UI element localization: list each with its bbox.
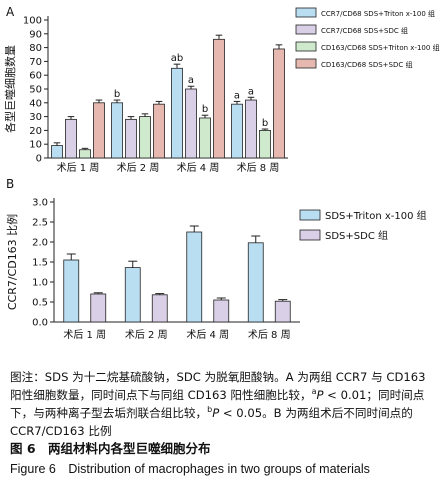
y-tick-label: 1.5 <box>32 258 48 269</box>
legend-label: CCR7/CD68 SDS+SDC 组 <box>321 26 408 35</box>
bar <box>245 99 257 159</box>
panel-label: B <box>6 177 14 191</box>
p-label-1: P <box>316 388 324 402</box>
bar <box>153 103 165 159</box>
y-tick-label: 30 <box>29 112 42 123</box>
significance-label: b <box>114 89 120 100</box>
bar <box>125 118 137 159</box>
bar <box>273 48 285 159</box>
significance-label: a <box>248 86 254 97</box>
y-axis-label: CCR7/CD163 比例 <box>5 214 19 310</box>
note-text-3: < 0.05。B 为两组术后不同时间点的 CCR7/CD163 比例 <box>10 406 413 438</box>
y-tick-label: 0 <box>36 154 42 165</box>
y-tick-label: 50 <box>29 85 42 96</box>
bar <box>124 267 141 323</box>
legend-label: CD163/CD68 SDS+Triton x-100 组 <box>321 43 440 52</box>
x-tick-label: 术后 1 周 <box>63 329 106 341</box>
p-label-2: P <box>212 406 220 420</box>
bar <box>199 117 211 159</box>
x-tick-label: 术后 1 周 <box>57 162 100 174</box>
legend-swatch <box>295 58 317 69</box>
legend-swatch <box>299 209 321 221</box>
x-tick-label: 术后 8 周 <box>248 329 291 341</box>
y-tick-label: 80 <box>29 43 42 54</box>
y-tick-label: 40 <box>29 98 42 109</box>
bar <box>65 118 77 159</box>
x-tick-label: 术后 2 周 <box>125 329 168 341</box>
bar <box>247 242 264 323</box>
sup-a: a <box>311 387 317 397</box>
panel-label: A <box>6 5 15 19</box>
bar <box>139 116 151 159</box>
bar <box>259 129 271 159</box>
bar <box>151 294 168 323</box>
bar <box>231 103 243 159</box>
significance-label: a <box>234 90 240 101</box>
y-tick-label: 60 <box>29 71 42 82</box>
legend-label: CD163/CD68 SDS+SDC 组 <box>321 60 413 69</box>
significance-label: ab <box>171 53 183 64</box>
legend-label: SDS+Triton x-100 组 <box>325 209 427 222</box>
y-tick-label: 0.5 <box>32 298 48 309</box>
y-tick-label: 0.0 <box>32 318 48 329</box>
y-tick-label: 2.0 <box>32 238 48 249</box>
bar <box>90 293 107 323</box>
note-text-2: < 0.01；同时间点下，与两种离子型去垢剂联合组比较， <box>10 388 425 420</box>
figure-title-en: Figure 6 Distribution of macrophages in … <box>10 462 370 476</box>
y-tick-label: 20 <box>29 126 42 137</box>
y-tick-label: 90 <box>29 29 42 40</box>
legend-swatch <box>299 229 321 241</box>
legend-swatch <box>295 41 317 52</box>
y-tick-label: 70 <box>29 57 42 68</box>
legend-label: SDS+SDC 组 <box>325 229 388 242</box>
bar <box>213 299 230 323</box>
bar <box>213 38 225 159</box>
x-tick-label: 术后 4 周 <box>186 329 229 341</box>
legend-swatch <box>295 7 317 18</box>
bar <box>63 259 80 323</box>
significance-label: b <box>202 104 208 115</box>
y-tick-label: 1.0 <box>32 278 48 289</box>
legend-label: CCR7/CD68 SDS+Triton x-100 组 <box>321 9 435 18</box>
y-axis-label: 各型巨噬细胞数量 <box>3 45 17 133</box>
bar <box>186 231 203 323</box>
bar <box>171 67 183 159</box>
significance-label: b <box>262 118 268 129</box>
bar <box>51 145 63 159</box>
bar <box>93 102 105 159</box>
y-tick-label: 100 <box>23 16 42 27</box>
bar <box>111 102 123 159</box>
bar <box>79 149 91 159</box>
x-tick-label: 术后 8 周 <box>237 162 280 174</box>
significance-label: a <box>188 75 194 86</box>
legend-swatch <box>295 24 317 35</box>
note-text-1: 图注：SDS 为十二烷基硫酸钠，SDC 为脱氧胆酸钠。A 为两组 CCR7 与 … <box>10 370 426 402</box>
figure-note: 图注：SDS 为十二烷基硫酸钠，SDC 为脱氧胆酸钠。A 为两组 CCR7 与 … <box>10 368 438 440</box>
bar <box>185 88 197 159</box>
sup-b: b <box>207 405 213 415</box>
x-tick-label: 术后 2 周 <box>117 162 160 174</box>
y-tick-label: 2.5 <box>32 218 48 229</box>
y-tick-label: 3.0 <box>32 198 48 209</box>
figure-title-cn: 图 6 两组材料内各型巨噬细胞分布 <box>10 441 211 456</box>
bar <box>274 300 291 323</box>
x-tick-label: 术后 4 周 <box>177 162 220 174</box>
y-tick-label: 10 <box>29 140 42 151</box>
